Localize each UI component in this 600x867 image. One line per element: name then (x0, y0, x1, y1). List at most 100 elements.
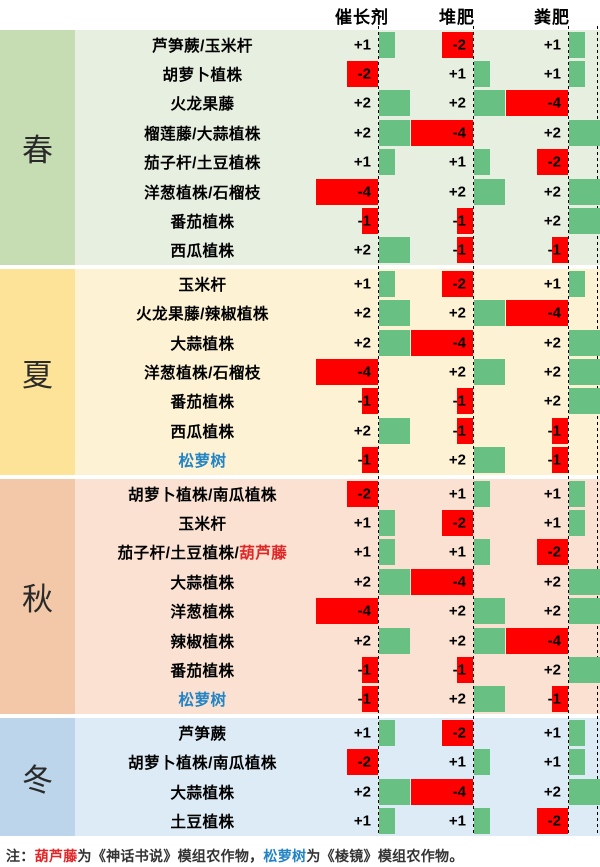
negative-data-bar (552, 237, 568, 264)
plant-name-segment: 番茄植株 (170, 213, 235, 231)
negative-data-bar (316, 598, 378, 625)
positive-data-bar (569, 656, 600, 683)
value-cell: +1 (448, 153, 466, 171)
positive-data-bar (569, 388, 600, 415)
value-cell: +1 (543, 514, 561, 532)
value-cell: +2 (353, 632, 371, 650)
positive-data-bar (569, 568, 600, 595)
plant-name-segment: 火龙果藤 (170, 96, 235, 114)
positive-data-bar (569, 778, 600, 805)
negative-data-bar (552, 417, 568, 444)
plant-name-segment: 洋葱植株/石榴枝 (144, 364, 261, 382)
positive-data-bar (379, 329, 410, 356)
plant-name-segment: 芦笋蕨 (178, 725, 227, 743)
value-cell: -4 (357, 183, 371, 201)
value-cell: -1 (547, 690, 561, 708)
positive-data-bar (379, 568, 410, 595)
season-label-autumn: 秋 (0, 479, 75, 714)
value-cell: -1 (357, 212, 371, 230)
negative-data-bar (347, 749, 378, 776)
positive-data-bar (569, 358, 600, 385)
season-rows: 胡萝卜植株/南瓜植株 -2 +1 +1 玉米杆 +1 -2 +1 茄子杆/土豆植株/葫芦藤 +1 +… (0, 479, 600, 714)
negative-data-bar (442, 270, 473, 297)
positive-data-bar (379, 90, 410, 117)
negative-data-bar (506, 627, 568, 654)
negative-data-bar (552, 447, 568, 474)
value-cell: +2 (353, 124, 371, 142)
positive-data-bar (569, 119, 600, 146)
negative-data-bar (347, 480, 378, 507)
value-cell: -4 (452, 573, 466, 591)
positive-data-bar (474, 90, 505, 117)
plant-name-segment: 大蒜植株 (170, 784, 235, 802)
value-cell: +2 (543, 212, 561, 230)
plant-name-segment: 洋葱植株 (170, 604, 235, 622)
plant-name: 榴莲藤/大蒜植株 (75, 118, 330, 147)
plant-name: 火龙果藤 (75, 89, 330, 118)
positive-data-bar (379, 417, 410, 444)
season-section-spring: 春芦笋蕨/玉米杆 +1 -2 +1 胡萝卜植株 -2 +1 +1 火龙果藤 +2 +2 -4 榴莲藤/大… (0, 30, 600, 265)
plant-name: 胡萝卜植株/南瓜植株 (75, 479, 330, 508)
column-axis-dashed-line (473, 26, 474, 836)
plant-name: 茄子杆/土豆植株 (75, 148, 330, 177)
table-row: 茄子杆/土豆植株 +1 +1 -2 (0, 148, 600, 177)
positive-data-bar (569, 270, 585, 297)
positive-data-bar (474, 358, 505, 385)
plant-name-segment: 胡萝卜植株/南瓜植株 (128, 755, 277, 773)
positive-data-bar (379, 510, 395, 537)
value-cell: -2 (547, 153, 561, 171)
value-cell: -1 (452, 661, 466, 679)
plant-name: 芦笋蕨/玉米杆 (75, 30, 330, 59)
plant-name: 大蒜植株 (75, 328, 330, 357)
positive-data-bar (379, 778, 410, 805)
value-cell: -2 (452, 36, 466, 54)
negative-data-bar (442, 510, 473, 537)
negative-data-bar (411, 119, 473, 146)
table-row: 玉米杆 +1 -2 +1 (0, 269, 600, 298)
positive-data-bar (569, 480, 585, 507)
season-rows: 芦笋蕨/玉米杆 +1 -2 +1 胡萝卜植株 -2 +1 +1 火龙果藤 +2 +2 -4 榴莲藤/大蒜… (0, 30, 600, 265)
negative-data-bar (316, 178, 378, 205)
value-cell: +1 (543, 275, 561, 293)
positive-data-bar (474, 627, 505, 654)
table-row: 芦笋蕨 +1 -2 +1 (0, 718, 600, 748)
value-cell: +2 (448, 602, 466, 620)
table-header: 催长剂 堆肥 粪肥 (0, 0, 600, 30)
value-cell: +2 (543, 783, 561, 801)
plant-name-segment: 胡萝卜植株 (162, 67, 243, 85)
footnote: 注： 葫芦藤 为《神话书说》模组农作物， 松萝树 为《棱镜》模组农作物。 (0, 840, 600, 867)
column-axis-dashed-line (568, 26, 569, 836)
column-header-growth-agent: 催长剂 (335, 8, 389, 27)
negative-data-bar (362, 388, 378, 415)
plant-name: 洋葱植株 (75, 597, 330, 626)
season-section-summer: 夏玉米杆 +1 -2 +1 火龙果藤/辣椒植株 +2 +2 -4 大蒜植株 +2 -4 +2 洋葱植株/… (0, 269, 600, 475)
negative-data-bar (552, 686, 568, 713)
negative-data-bar (362, 656, 378, 683)
table-row: 松萝树 -1 +2 -1 (0, 685, 600, 714)
value-cell: +2 (448, 451, 466, 469)
negative-data-bar (457, 417, 473, 444)
plant-name-segment: 松萝树 (178, 453, 227, 471)
negative-data-bar (537, 149, 568, 176)
value-cell: +1 (353, 543, 371, 561)
value-cell: -1 (357, 392, 371, 410)
value-cell: -1 (547, 422, 561, 440)
table-row: 土豆植株 +1 +1 -2 (0, 807, 600, 837)
positive-data-bar (569, 31, 585, 58)
value-cell: +2 (448, 690, 466, 708)
table-row: 松萝树 -1 +2 -1 (0, 446, 600, 475)
table-row: 番茄植株 -1 -1 +2 (0, 206, 600, 235)
positive-data-bar (474, 749, 490, 776)
season-section-winter: 冬 芦笋蕨 +1 -2 +1 胡萝卜植株/南瓜植株 -2 +1 +1 大蒜植株 +2 -4 +2 土豆植株… (0, 718, 600, 836)
plant-name: 胡萝卜植株 (75, 59, 330, 88)
value-cell: +2 (353, 573, 371, 591)
plant-name-segment: 松萝树 (178, 692, 227, 710)
value-cell: +2 (448, 632, 466, 650)
value-cell: +2 (353, 94, 371, 112)
value-cell: -4 (547, 304, 561, 322)
value-cell: -4 (357, 602, 371, 620)
value-cell: +2 (353, 241, 371, 259)
table-row: 大蒜植株 +2 -4 +2 (0, 567, 600, 596)
plant-name: 芦笋蕨 (75, 718, 330, 748)
